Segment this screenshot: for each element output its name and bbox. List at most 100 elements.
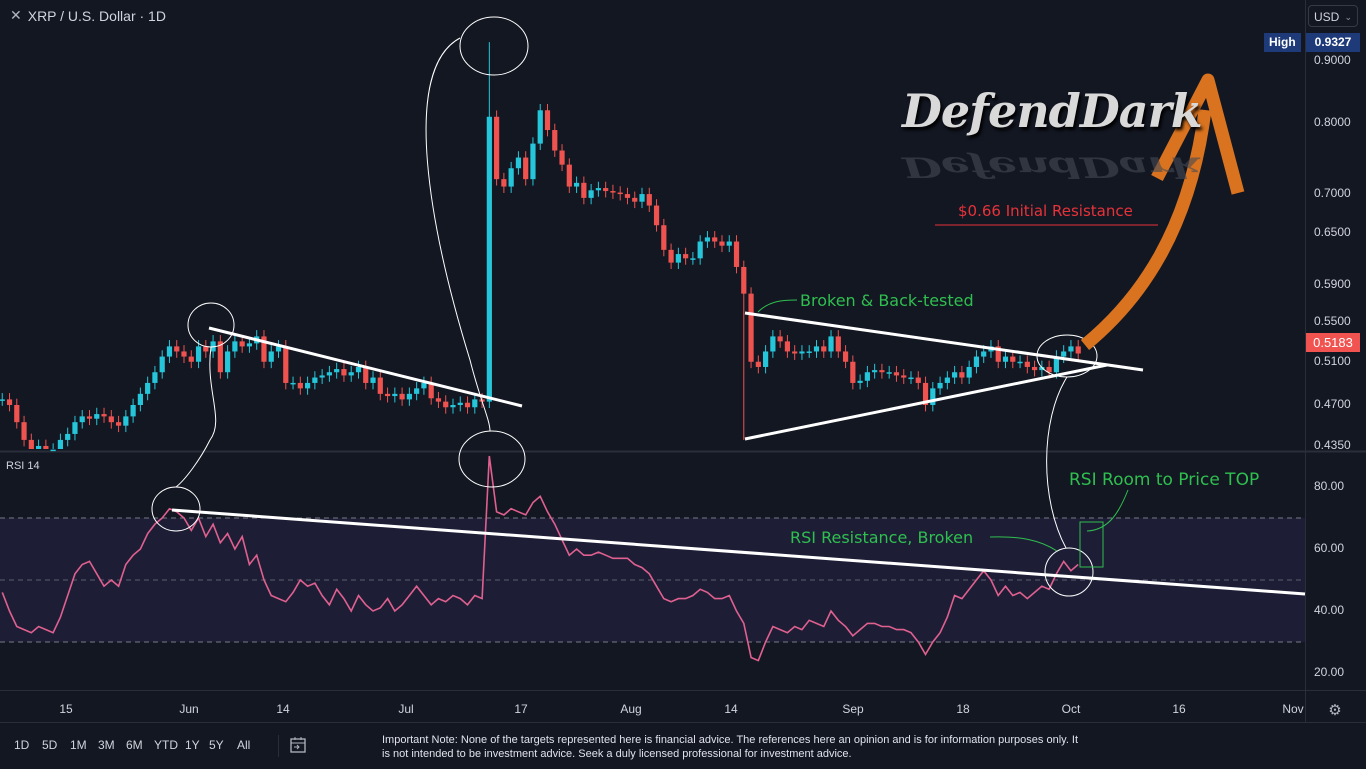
candle-body [981,351,987,357]
currency-value: USD [1314,10,1340,24]
rsi-indicator-label[interactable]: RSI 14 [6,460,40,472]
candle-body [14,404,20,423]
range-button-1m[interactable]: 1M [70,738,87,752]
price-tick: 0.8000 [1314,115,1351,130]
price-trendline-down-jun[interactable] [208,326,523,408]
time-tick: 14 [276,702,290,716]
candle-body [1010,356,1016,362]
close-icon[interactable]: ✕ [10,7,22,23]
candle-body [537,110,543,144]
candle-body [552,130,558,151]
rsi-tick: 60.00 [1314,541,1345,555]
currency-select[interactable]: USD ⌄ [1308,5,1358,27]
candle-body [755,361,761,367]
gear-icon[interactable]: ⚙ [1328,702,1342,719]
candle-body [392,393,398,397]
candle-body [421,382,427,389]
candle-body [370,377,376,383]
candle-body [261,336,267,362]
candle-body [65,433,71,440]
candle-body [624,194,631,198]
candle-body [813,346,820,352]
rsi-tick: 20.00 [1314,665,1345,679]
chart-canvas[interactable] [0,0,1366,722]
candle-body [1031,366,1038,371]
candle-body [101,414,107,417]
price-tick: 0.4700 [1314,396,1351,411]
candle-body [530,143,536,180]
circle-rsi-jul[interactable] [458,430,526,488]
price-tick: 0.9000 [1314,53,1351,67]
candle-body [188,356,194,362]
time-tick: Nov [1282,702,1304,716]
candle-body [457,402,463,405]
candle-body [384,393,391,397]
candle-body [1046,366,1052,373]
candle-body [661,225,667,250]
candle-body [319,375,325,378]
time-tick: Jul [398,702,414,716]
candle-body [268,351,274,362]
drawings[interactable] [151,16,1306,597]
candle-body [741,266,747,294]
candle-body [821,346,827,352]
range-button-5y[interactable]: 5Y [209,738,224,752]
backtest-annotation[interactable]: Broken & Back-tested [800,291,974,310]
candle-body [203,346,209,352]
candle-body [733,241,740,267]
candle-body [886,372,892,374]
candle-body [915,377,921,383]
candle-body [1024,361,1030,367]
candle-body [799,351,805,354]
candle-body [850,361,856,383]
symbol-title: ✕ XRP / U.S. Dollar · 1D [10,7,166,24]
range-button-5d[interactable]: 5D [42,738,58,752]
triangle-lower-line[interactable] [744,363,1108,441]
range-button-all[interactable]: All [237,738,251,752]
calendar-goto-icon[interactable] [288,735,308,755]
rsi-room-annotation[interactable]: RSI Room to Price TOP [1069,470,1260,490]
rsi-room-box[interactable] [1079,521,1104,568]
candle-body [566,164,572,187]
candle-body [995,346,1001,362]
candle-body [246,343,253,347]
rsi-trendline[interactable] [171,508,1306,596]
candle-body [559,150,565,165]
candle-body [748,293,754,362]
candle-body [414,388,420,394]
range-button-3m[interactable]: 3M [98,738,115,752]
candle-body [232,341,238,352]
range-button-ytd[interactable]: YTD [154,738,178,752]
candle-body [719,241,725,246]
candle-body [297,382,303,389]
candle-body [712,237,718,242]
candle-body [857,380,863,383]
price-tick: 0.4350 [1314,437,1351,452]
candle-body [515,157,522,169]
rsi-broken-annotation[interactable]: RSI Resistance, Broken [790,528,974,547]
circle-rsi-oct[interactable] [1044,547,1094,597]
candle-body [726,241,732,246]
candle-body [501,179,507,187]
rsi-broken-pointer [989,536,1058,552]
circle-jul-high[interactable] [459,16,529,76]
orange-arrow[interactable] [1080,73,1245,351]
candle-body [806,351,812,353]
candle-body [239,341,245,347]
price-tick: 0.5100 [1314,353,1351,368]
candle-body [50,449,56,452]
candle-body [181,351,187,357]
range-button-1y[interactable]: 1Y [185,738,200,752]
rsi-tick: 40.00 [1314,603,1345,617]
candle-body [355,366,362,373]
candle-body [973,356,980,367]
range-button-6m[interactable]: 6M [126,738,143,752]
resistance-annotation[interactable]: $0.66 Initial Resistance [958,202,1133,220]
candle-body [777,336,783,342]
candle-body [1002,356,1009,362]
triangle-upper-line[interactable] [744,311,1144,372]
candle-body [166,346,173,357]
last-price-badge: 0.5183 [1306,333,1360,352]
range-button-1d[interactable]: 1D [14,738,30,752]
bottom-toolbar: 1D 5D 1M 3M 6M YTD 1Y 5Y All Important Note: Non… [0,722,1366,769]
